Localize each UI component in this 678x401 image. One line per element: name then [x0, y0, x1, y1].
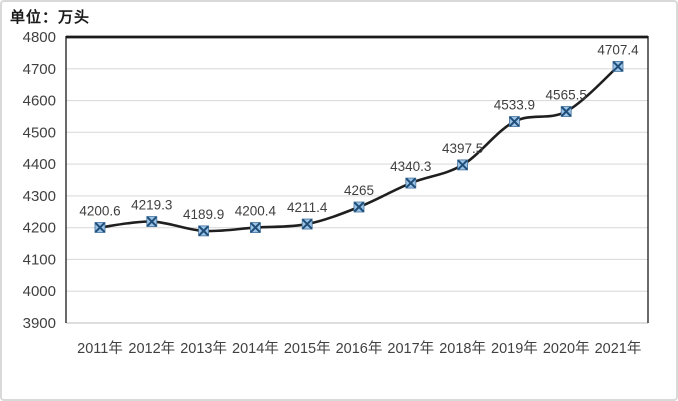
data-label: 4340.3: [390, 159, 431, 174]
x-tick-label: 2016年: [336, 340, 383, 357]
x-tick-label: 2017年: [387, 340, 434, 357]
y-tick-label: 4600: [23, 93, 56, 110]
marker-x-stroke: [198, 225, 209, 236]
y-tick-label: 4500: [23, 124, 56, 141]
marker-x-stroke: [561, 106, 572, 117]
marker-x-stroke: [146, 216, 157, 227]
x-tick-label: 2021年: [595, 340, 642, 357]
marker-x-stroke: [613, 61, 623, 72]
marker-x-stroke: [457, 159, 468, 170]
marker-x-stroke: [95, 222, 105, 233]
x-tick-label: 2013年: [180, 340, 227, 357]
marker-x-stroke: [509, 116, 520, 127]
data-label: 4707.4: [597, 42, 639, 57]
data-label: 4565.5: [546, 88, 587, 103]
y-tick-label: 3900: [23, 315, 56, 332]
y-tick-label: 4000: [23, 283, 56, 300]
y-tick-label: 4700: [23, 61, 56, 78]
unit-label: 单位：万头: [10, 10, 91, 26]
x-tick-label: 2014年: [232, 340, 279, 357]
marker-x-stroke: [250, 222, 261, 233]
y-tick-label: 4800: [23, 29, 56, 46]
x-tick-label: 2012年: [128, 340, 175, 357]
x-tick-label: 2019年: [491, 340, 538, 357]
data-label: 4200.6: [79, 203, 120, 218]
marker-x-stroke: [354, 202, 364, 213]
data-label: 4265: [344, 183, 374, 198]
data-label: 4533.9: [494, 98, 535, 113]
y-tick-label: 4400: [23, 156, 56, 173]
x-tick-label: 2015年: [284, 340, 331, 357]
marker-x-stroke: [302, 219, 313, 230]
data-label: 4200.4: [235, 204, 277, 219]
x-tick-label: 2011年: [77, 340, 123, 357]
y-tick-label: 4200: [23, 220, 56, 237]
x-tick-label: 2018年: [439, 340, 486, 357]
y-tick-label: 4100: [23, 251, 56, 268]
data-label: 4211.4: [287, 200, 328, 215]
data-label: 4219.3: [131, 198, 172, 213]
y-tick-label: 4300: [23, 188, 56, 205]
data-label: 4397.5: [442, 141, 483, 156]
data-label: 4189.9: [183, 207, 224, 222]
marker-x-stroke: [405, 178, 416, 189]
x-tick-label: 2020年: [543, 340, 590, 357]
